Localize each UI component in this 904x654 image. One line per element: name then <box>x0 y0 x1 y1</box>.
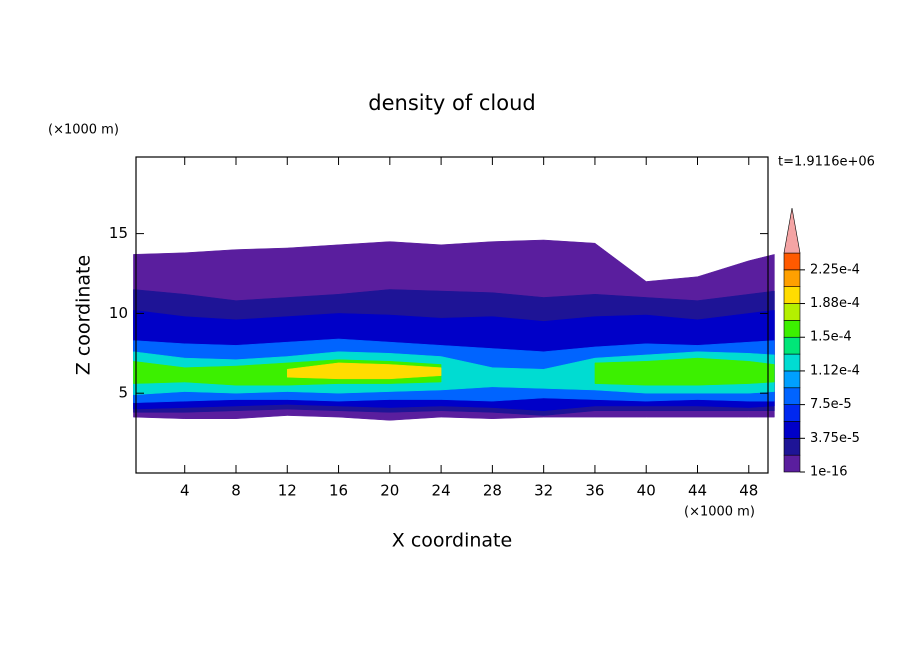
colorbar-box <box>783 421 801 439</box>
y-tick-label: 15 <box>109 224 128 242</box>
y-unit: (×1000 m) <box>48 123 119 138</box>
contour-region <box>287 362 442 380</box>
colorbar-tick-label: 1.5e-4 <box>810 330 852 345</box>
colorbar-box <box>783 404 801 422</box>
colorbar-box <box>783 353 801 372</box>
colorbar-box <box>783 336 801 355</box>
x-tick-label: 16 <box>329 482 348 500</box>
x-tick-label: 44 <box>688 482 707 500</box>
y-axis-label: Z coordinate <box>73 255 95 375</box>
colorbar-tick-label: 1.12e-4 <box>810 363 860 378</box>
y-tick-label: 10 <box>109 304 128 322</box>
x-tick-label: 36 <box>585 482 604 500</box>
x-tick-label: 24 <box>432 482 451 500</box>
x-tick-label: 32 <box>534 482 553 500</box>
colorbar-tick-label: 3.75e-5 <box>810 431 860 446</box>
x-tick-label: 8 <box>231 482 241 500</box>
x-axis-label: X coordinate <box>392 530 512 552</box>
colorbar-box <box>783 252 801 271</box>
colorbar-tick-label: 2.25e-4 <box>810 262 860 277</box>
annotation: t=1.9116e+06 <box>778 155 875 170</box>
plot-frame <box>135 156 769 474</box>
colorbar-box <box>783 370 801 389</box>
y-tick-label: 5 <box>118 384 128 402</box>
x-tick-label: 28 <box>483 482 502 500</box>
colorbar-box <box>783 438 801 456</box>
x-tick-label: 20 <box>380 482 399 500</box>
x-tick-label: 48 <box>739 482 758 500</box>
colorbar-box <box>783 286 801 304</box>
colorbar-box <box>783 387 801 405</box>
colorbar-tick-label: 1.88e-4 <box>810 296 860 311</box>
contour-region <box>594 357 775 386</box>
colorbar-box <box>783 303 801 321</box>
x-tick-label: 40 <box>637 482 656 500</box>
x-unit: (×1000 m) <box>684 505 755 520</box>
colorbar-box <box>783 269 801 287</box>
colorbar-extend <box>783 207 801 254</box>
chart-title: density of cloud <box>368 91 535 115</box>
x-tick-label: 4 <box>180 482 190 500</box>
colorbar-tick-label: 7.5e-5 <box>810 397 852 412</box>
colorbar-box <box>783 454 801 473</box>
colorbar-box <box>783 320 801 338</box>
x-tick-label: 12 <box>278 482 297 500</box>
colorbar-tick-label: 1e-16 <box>810 465 848 480</box>
